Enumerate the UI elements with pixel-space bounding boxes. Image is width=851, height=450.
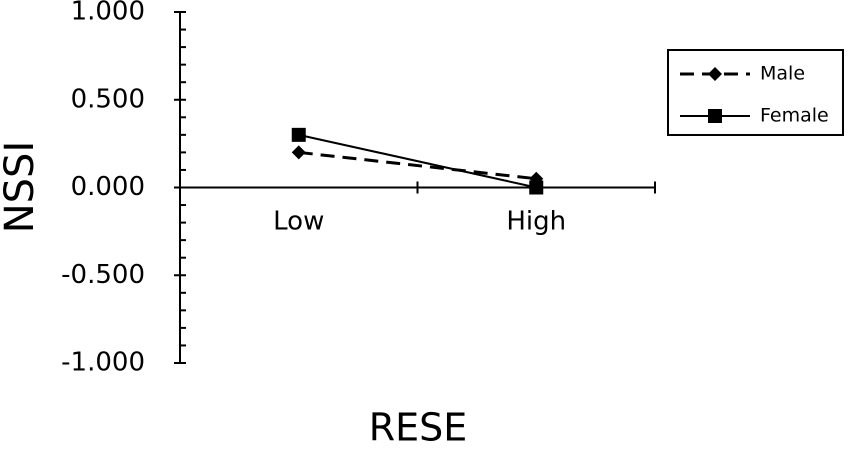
- legend-marker: [708, 109, 722, 123]
- y-tick-label: -0.500: [61, 260, 145, 290]
- legend-label: Female: [760, 105, 829, 127]
- y-tick-label: -1.000: [61, 348, 145, 378]
- series-line: [298, 150, 537, 181]
- y-tick-label: 0.500: [71, 84, 145, 114]
- x-tick-label: Low: [273, 207, 324, 237]
- marker: [291, 127, 306, 142]
- marker: [291, 145, 306, 160]
- x-axis-title: RESE: [369, 406, 468, 450]
- marker: [529, 180, 544, 195]
- y-axis-title: NSSI: [0, 141, 43, 234]
- x-tick-label: High: [506, 207, 566, 237]
- legend-box: [667, 49, 844, 136]
- series-line: [298, 133, 537, 189]
- y-tick-label: 1.000: [71, 0, 145, 27]
- y-tick-label: 0.000: [71, 172, 145, 202]
- legend-label: Male: [760, 63, 805, 85]
- legend-marker: [708, 67, 722, 81]
